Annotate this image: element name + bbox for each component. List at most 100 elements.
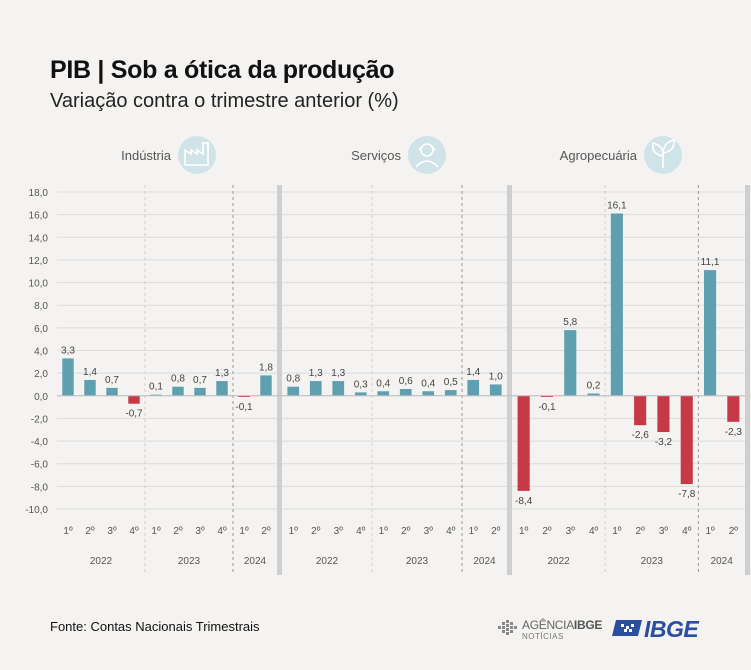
y-tick-label: -10,0 xyxy=(25,505,48,516)
x-tick-label: 1º xyxy=(379,526,389,537)
ibge-logo: IBGE xyxy=(612,614,712,644)
data-label: 0,7 xyxy=(193,375,207,386)
y-tick-label: -8,0 xyxy=(31,482,49,493)
chart-title: PIB | Sob a ótica da produção xyxy=(50,56,395,84)
data-label: 0,2 xyxy=(587,381,601,392)
data-label: 11,1 xyxy=(701,257,720,268)
year-label: 2022 xyxy=(316,556,339,567)
y-tick-label: 4,0 xyxy=(34,347,48,358)
data-label: 1,4 xyxy=(83,367,97,378)
y-tick-label: 6,0 xyxy=(34,324,48,335)
y-tick-label: 10,0 xyxy=(29,279,49,290)
bar xyxy=(172,386,184,396)
y-tick-label: 2,0 xyxy=(34,369,48,380)
x-tick-label: 4º xyxy=(129,526,139,537)
y-tick-label: 18,0 xyxy=(29,188,49,199)
factory-icon-glyph xyxy=(184,142,209,166)
data-label: 0,8 xyxy=(286,374,300,385)
year-label: 2024 xyxy=(244,556,267,567)
bar xyxy=(467,379,480,396)
bar xyxy=(62,358,74,396)
agencia-ibge-logo: AGÊNCIAIBGE NOTÍCIAS xyxy=(498,616,602,644)
bar xyxy=(332,381,345,396)
x-tick-label: 3º xyxy=(334,526,344,537)
x-tick-label: 2º xyxy=(491,526,501,537)
x-tick-label: 1º xyxy=(469,526,479,537)
data-label: -0,1 xyxy=(235,402,253,413)
data-label: 1,4 xyxy=(466,367,480,378)
data-label: 0,8 xyxy=(171,374,185,385)
bar xyxy=(150,394,162,396)
data-label: 0,6 xyxy=(399,376,413,387)
data-label: -2,3 xyxy=(725,427,743,438)
x-tick-label: 2º xyxy=(85,526,95,537)
year-label: 2023 xyxy=(641,556,664,567)
bar xyxy=(489,384,502,396)
x-tick-label: 3º xyxy=(659,526,669,537)
panel-title: Serviços xyxy=(351,148,401,163)
noticias-label: NOTÍCIAS xyxy=(522,632,564,641)
x-tick-label: 1º xyxy=(239,526,249,537)
x-tick-label: 2º xyxy=(311,526,321,537)
bar xyxy=(84,379,96,396)
x-tick-label: 4º xyxy=(589,526,599,537)
x-tick-label: 2º xyxy=(173,526,183,537)
x-tick-label: 4º xyxy=(356,526,366,537)
bar xyxy=(727,395,740,422)
data-label: 1,8 xyxy=(259,362,273,373)
x-tick-label: 1º xyxy=(289,526,299,537)
bar-chart: 18,0 16,0 14,0 12,0 10,0 8,0 6,0 4,0 2,0 0,0 -2,0 -… xyxy=(25,136,750,575)
data-label: 0,4 xyxy=(421,378,435,389)
bar xyxy=(610,213,623,396)
year-label: 2022 xyxy=(547,556,570,567)
y-tick-label: -6,0 xyxy=(31,460,49,471)
data-label: 5,8 xyxy=(563,317,577,328)
data-label: 1,0 xyxy=(489,371,503,382)
bar xyxy=(354,392,367,396)
x-tick-label: 3º xyxy=(566,526,576,537)
bar xyxy=(634,395,647,426)
x-tick-label: 2º xyxy=(261,526,271,537)
x-tick-label: 1º xyxy=(612,526,622,537)
x-tick-label: 2º xyxy=(636,526,646,537)
data-label: 3,3 xyxy=(61,345,75,356)
x-tick-label: 4º xyxy=(217,526,227,537)
bar xyxy=(128,395,140,404)
panel-title: Indústria xyxy=(121,148,172,163)
x-tick-label: 2º xyxy=(401,526,411,537)
bar xyxy=(399,388,412,396)
agencia-label: AGÊNCIA xyxy=(522,618,574,632)
bar xyxy=(238,395,250,397)
person-headset-icon xyxy=(408,136,446,174)
data-label: 0,3 xyxy=(354,379,368,390)
x-tick-label: 3º xyxy=(424,526,434,537)
agencia-dots-icon xyxy=(498,620,517,635)
year-label: 2024 xyxy=(473,556,496,567)
y-tick-label: 8,0 xyxy=(34,301,48,312)
bar xyxy=(260,375,272,396)
data-label: 1,3 xyxy=(309,368,323,379)
factory-icon xyxy=(178,136,216,174)
plant-icon-glyph xyxy=(651,139,675,168)
x-tick-label: 4º xyxy=(682,526,692,537)
year-label: 2022 xyxy=(90,556,113,567)
bar xyxy=(422,391,435,396)
ibge-flag-icon xyxy=(612,620,642,636)
data-label: -3,2 xyxy=(655,437,673,448)
data-label: -0,7 xyxy=(125,409,143,420)
x-tick-label: 1º xyxy=(519,526,529,537)
bar xyxy=(587,393,600,396)
bar xyxy=(287,386,300,396)
x-tick-label: 3º xyxy=(195,526,205,537)
data-label: 1,3 xyxy=(215,368,229,379)
bar xyxy=(517,395,530,491)
data-label: 0,1 xyxy=(149,382,163,393)
bar xyxy=(657,395,670,433)
data-label: 1,3 xyxy=(331,368,345,379)
data-label: 0,4 xyxy=(376,378,390,389)
data-label: 0,7 xyxy=(105,375,119,386)
x-tick-label: 1º xyxy=(151,526,161,537)
bar xyxy=(194,387,206,396)
x-tick-label: 3º xyxy=(107,526,117,537)
bar xyxy=(444,390,457,396)
